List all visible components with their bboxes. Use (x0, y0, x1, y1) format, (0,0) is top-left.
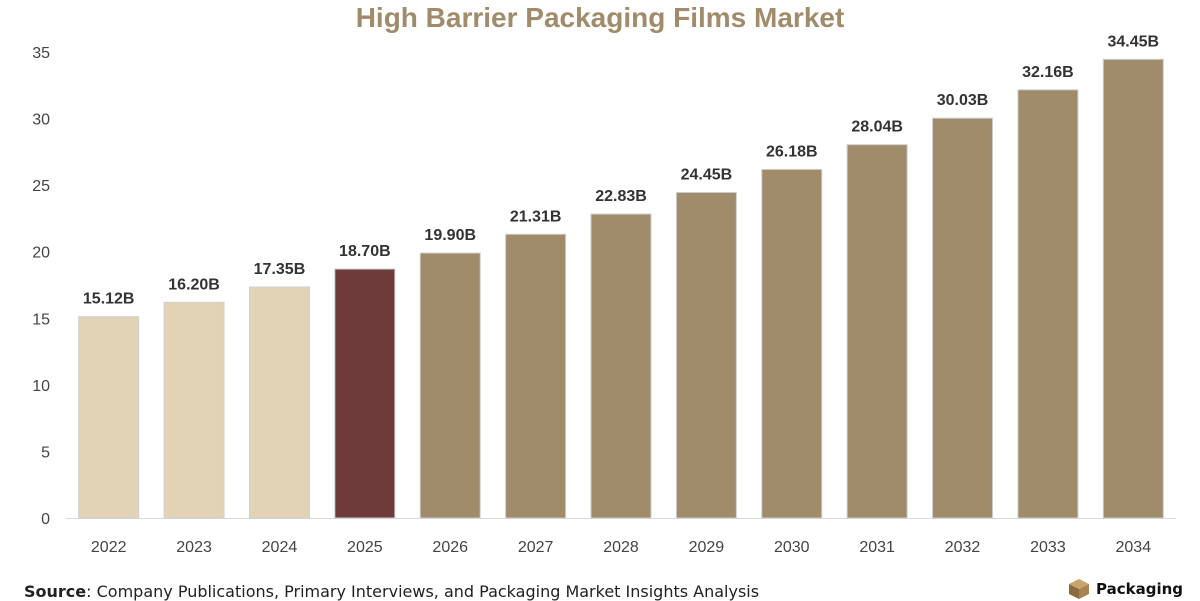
bar (932, 117, 994, 519)
data-label: 28.04B (851, 119, 903, 136)
data-label: 22.83B (595, 188, 647, 205)
x-tick-label: 2029 (689, 539, 725, 556)
data-label: 32.16B (1022, 64, 1074, 81)
data-label: 24.45B (681, 166, 733, 183)
source-note: Source: Company Publications, Primary In… (24, 582, 759, 601)
data-label: 15.12B (83, 291, 135, 308)
bar (163, 301, 225, 519)
x-tick-label: 2026 (432, 539, 468, 556)
bar-chart: 0510152025303515.12B202216.20B202317.35B… (32, 33, 1176, 556)
x-tick-label: 2023 (176, 539, 212, 556)
y-tick-label: 20 (32, 245, 50, 262)
x-tick-label: 2028 (603, 539, 639, 556)
x-tick-label: 2025 (347, 539, 383, 556)
x-tick-label: 2030 (774, 539, 810, 556)
y-tick-label: 0 (41, 511, 50, 528)
y-tick-label: 15 (32, 311, 50, 328)
data-label: 21.31B (510, 208, 562, 225)
data-label: 16.20B (168, 276, 220, 293)
x-tick-label: 2022 (91, 539, 127, 556)
x-tick-label: 2032 (945, 539, 981, 556)
x-tick-label: 2024 (262, 539, 298, 556)
y-tick-label: 25 (32, 178, 50, 195)
packaging-logo: Packaging (1068, 578, 1183, 600)
y-tick-label: 35 (32, 45, 50, 62)
box-icon (1069, 579, 1089, 599)
data-label: 17.35B (254, 261, 306, 278)
bar (1102, 58, 1164, 519)
y-tick-label: 10 (32, 378, 50, 395)
x-tick-label: 2027 (518, 539, 554, 556)
logo-text: Packaging (1096, 580, 1183, 598)
bar (761, 168, 823, 519)
y-tick-label: 30 (32, 112, 50, 129)
bar (846, 144, 908, 519)
x-tick-label: 2031 (859, 539, 895, 556)
data-label: 30.03B (937, 92, 989, 109)
chart-title: High Barrier Packaging Films Market (355, 2, 845, 33)
bar (248, 286, 310, 519)
data-label: 26.18B (766, 143, 818, 160)
bar (675, 191, 737, 519)
x-tick-label: 2034 (1116, 539, 1152, 556)
data-label: 18.70B (339, 243, 391, 260)
bar (1017, 89, 1079, 519)
bar (590, 213, 652, 519)
data-label: 19.90B (424, 227, 476, 244)
bar (419, 252, 481, 519)
bar (78, 316, 140, 519)
source-text: : Company Publications, Primary Intervie… (86, 582, 760, 601)
data-label: 34.45B (1108, 33, 1160, 50)
source-label: Source (24, 582, 87, 601)
bar (334, 268, 396, 519)
bar (505, 233, 567, 519)
x-tick-label: 2033 (1030, 539, 1066, 556)
y-tick-label: 5 (41, 444, 50, 461)
